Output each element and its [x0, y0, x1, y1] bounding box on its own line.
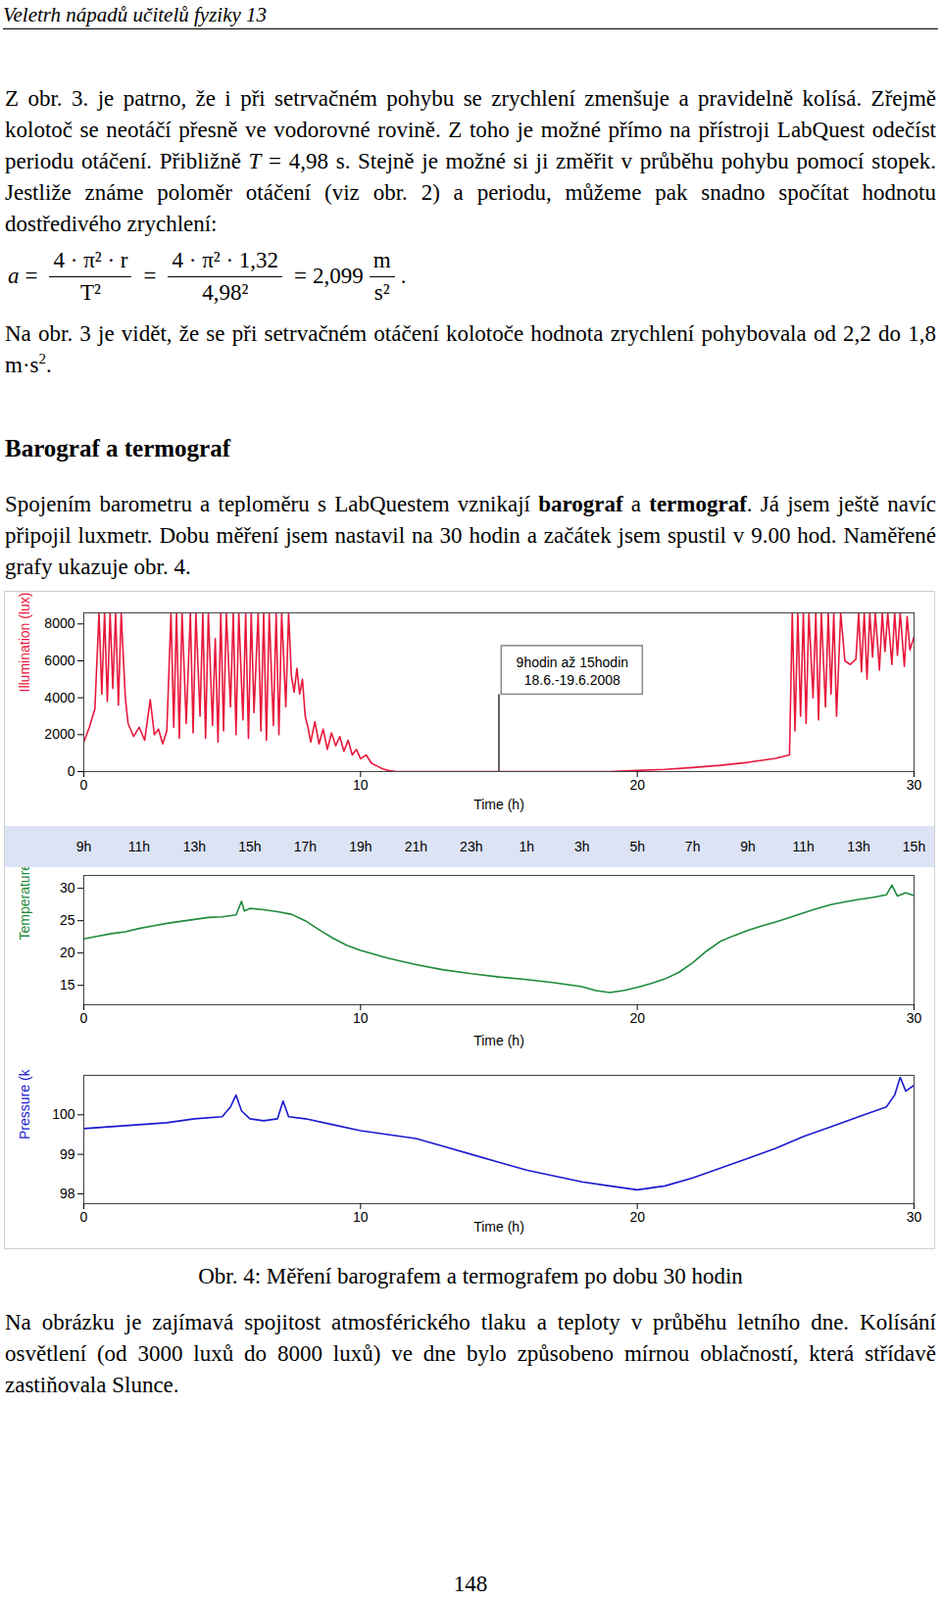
html-text:4 · π² · 1,32: 4 · π² · 1,32 [172, 247, 279, 273]
svg-text:20: 20 [59, 944, 76, 961]
svg-text:5h: 5h [629, 839, 645, 855]
svg-text:Time (h): Time (h) [473, 1219, 525, 1236]
svg-text:10: 10 [352, 777, 369, 793]
svg-text:11h: 11h [792, 839, 814, 855]
svg-text:30: 30 [906, 777, 923, 793]
html-text:s²: s² [374, 279, 390, 305]
svg-text:21h: 21h [404, 839, 428, 855]
svg-text:2000: 2000 [44, 726, 75, 743]
html-text:Veletrh nápadů učitelů fyziky: Veletrh nápadů učitelů fyziky 13 [2, 2, 267, 27]
svg-text:9h: 9h [76, 839, 93, 855]
svg-text:10: 10 [352, 1209, 369, 1226]
html-text:4,98²: 4,98² [202, 279, 249, 305]
svg-text:99: 99 [59, 1146, 76, 1163]
svg-text:20: 20 [629, 777, 645, 793]
svg-text:11h: 11h [128, 839, 150, 855]
svg-text:15h: 15h [902, 839, 926, 855]
svg-text:0: 0 [80, 1010, 89, 1027]
svg-text:Temperature (°C): Temperature (°C) [16, 867, 33, 941]
html-text:Na obrázku je zajímavá spojito: Na obrázku je zajímavá spojitost atmosfé… [4, 1310, 937, 1398]
html-text:Z obr. 3. je patrno, že i při: Z obr. 3. je patrno, že i při setrvačném… [4, 86, 937, 237]
svg-text:Pressure (kPa): Pressure (kPa) [16, 1069, 33, 1140]
svg-text:10: 10 [352, 1010, 369, 1027]
svg-text:20: 20 [629, 1010, 645, 1027]
svg-text:Illumination (lux): Illumination (lux) [16, 593, 33, 694]
svg-text:30: 30 [59, 880, 76, 896]
svg-text:1h: 1h [518, 839, 535, 855]
svg-text:17h: 17h [294, 839, 317, 855]
svg-text:30: 30 [906, 1010, 923, 1027]
svg-text:9hodin až 15hodin18.6.-19.6.20: 9hodin až 15hodin18.6.-19.6.2008 [516, 654, 629, 689]
svg-text:Time (h): Time (h) [473, 1033, 525, 1049]
svg-text:15h: 15h [238, 839, 261, 855]
svg-text:23h: 23h [459, 839, 483, 855]
svg-text:3h: 3h [574, 839, 591, 855]
svg-text:98: 98 [59, 1186, 76, 1202]
svg-text:4000: 4000 [44, 690, 75, 706]
svg-text:0: 0 [80, 1209, 89, 1226]
svg-text:0: 0 [67, 763, 76, 780]
html-text:m: m [373, 247, 391, 273]
svg-text:20: 20 [629, 1209, 645, 1226]
html-text:148: 148 [453, 1572, 488, 1597]
svg-text:0: 0 [80, 777, 89, 793]
svg-text:8000: 8000 [44, 615, 75, 632]
svg-text:30: 30 [906, 1209, 923, 1226]
html-text:Obr. 4: Měření barografem a te: Obr. 4: Měření barografem a termografem … [198, 1264, 743, 1289]
html-text:a =: a = [7, 263, 38, 289]
html-text:Spojením barometru a teploměru: Spojením barometru a teploměru s LabQues… [4, 492, 937, 580]
svg-text:9h: 9h [740, 839, 756, 855]
svg-text:13h: 13h [183, 839, 206, 855]
svg-text:15: 15 [59, 977, 76, 993]
svg-text:7h: 7h [685, 839, 701, 855]
html-text:= 2,099: = 2,099 [294, 263, 364, 289]
svg-text:6000: 6000 [44, 652, 75, 669]
svg-text:13h: 13h [846, 839, 870, 855]
svg-text:100: 100 [51, 1106, 76, 1123]
html-text:Barograf a termograf: Barograf a termograf [4, 435, 231, 462]
svg-text:Time (h): Time (h) [473, 796, 525, 813]
html-text:T²: T² [80, 279, 101, 305]
html-text:4 · π² · r: 4 · π² · r [53, 247, 128, 273]
svg-text:19h: 19h [348, 839, 372, 855]
svg-text:25: 25 [59, 912, 76, 929]
html-text:Na obr. 3 je vidět, že se při: Na obr. 3 je vidět, že se při setrvačném… [4, 321, 937, 378]
